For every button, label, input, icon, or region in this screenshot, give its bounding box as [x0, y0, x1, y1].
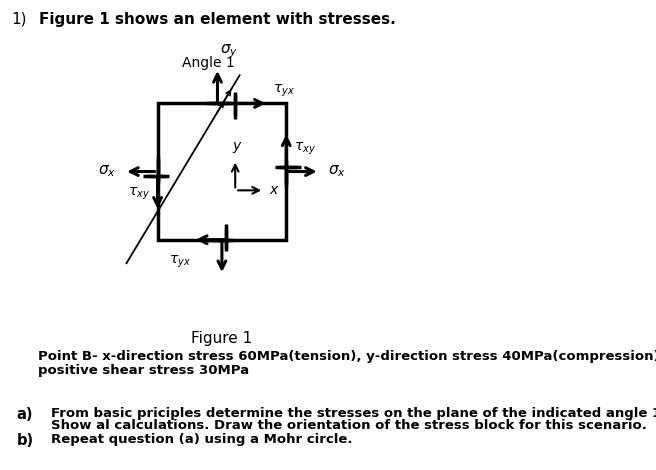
Text: From basic priciples determine the stresses on the plane of the indicated angle : From basic priciples determine the stres… [51, 407, 656, 420]
Text: Figure 1: Figure 1 [192, 331, 253, 346]
Text: $x$: $x$ [268, 183, 279, 197]
Text: Repeat question (a) using a Mohr circle.: Repeat question (a) using a Mohr circle. [51, 433, 352, 446]
Text: $\sigma_y$: $\sigma_y$ [220, 42, 237, 60]
Text: 1): 1) [11, 12, 27, 27]
Text: $y$: $y$ [232, 140, 243, 155]
Text: positive shear stress 30MPa: positive shear stress 30MPa [38, 364, 249, 377]
Text: $\tau_{yx}$: $\tau_{yx}$ [273, 82, 295, 99]
Text: Show al calculations. Draw the orientation of the stress block for this scenario: Show al calculations. Draw the orientati… [51, 419, 647, 432]
Text: $\tau_{xy}$: $\tau_{xy}$ [127, 186, 150, 202]
Text: Point B- x-direction stress 60MPa(tension), y-direction stress 40MPa(compression: Point B- x-direction stress 60MPa(tensio… [38, 350, 656, 363]
Text: $\sigma_x$: $\sigma_x$ [98, 164, 116, 180]
Text: Angle 1: Angle 1 [182, 56, 235, 70]
Text: Figure 1 shows an element with stresses.: Figure 1 shows an element with stresses. [39, 12, 396, 27]
Text: $\tau_{yx}$: $\tau_{yx}$ [169, 254, 191, 270]
Text: $\sigma_x$: $\sigma_x$ [327, 164, 346, 180]
Text: $\tau_{xy}$: $\tau_{xy}$ [295, 141, 316, 157]
Text: b): b) [17, 433, 34, 448]
Text: a): a) [17, 407, 33, 422]
